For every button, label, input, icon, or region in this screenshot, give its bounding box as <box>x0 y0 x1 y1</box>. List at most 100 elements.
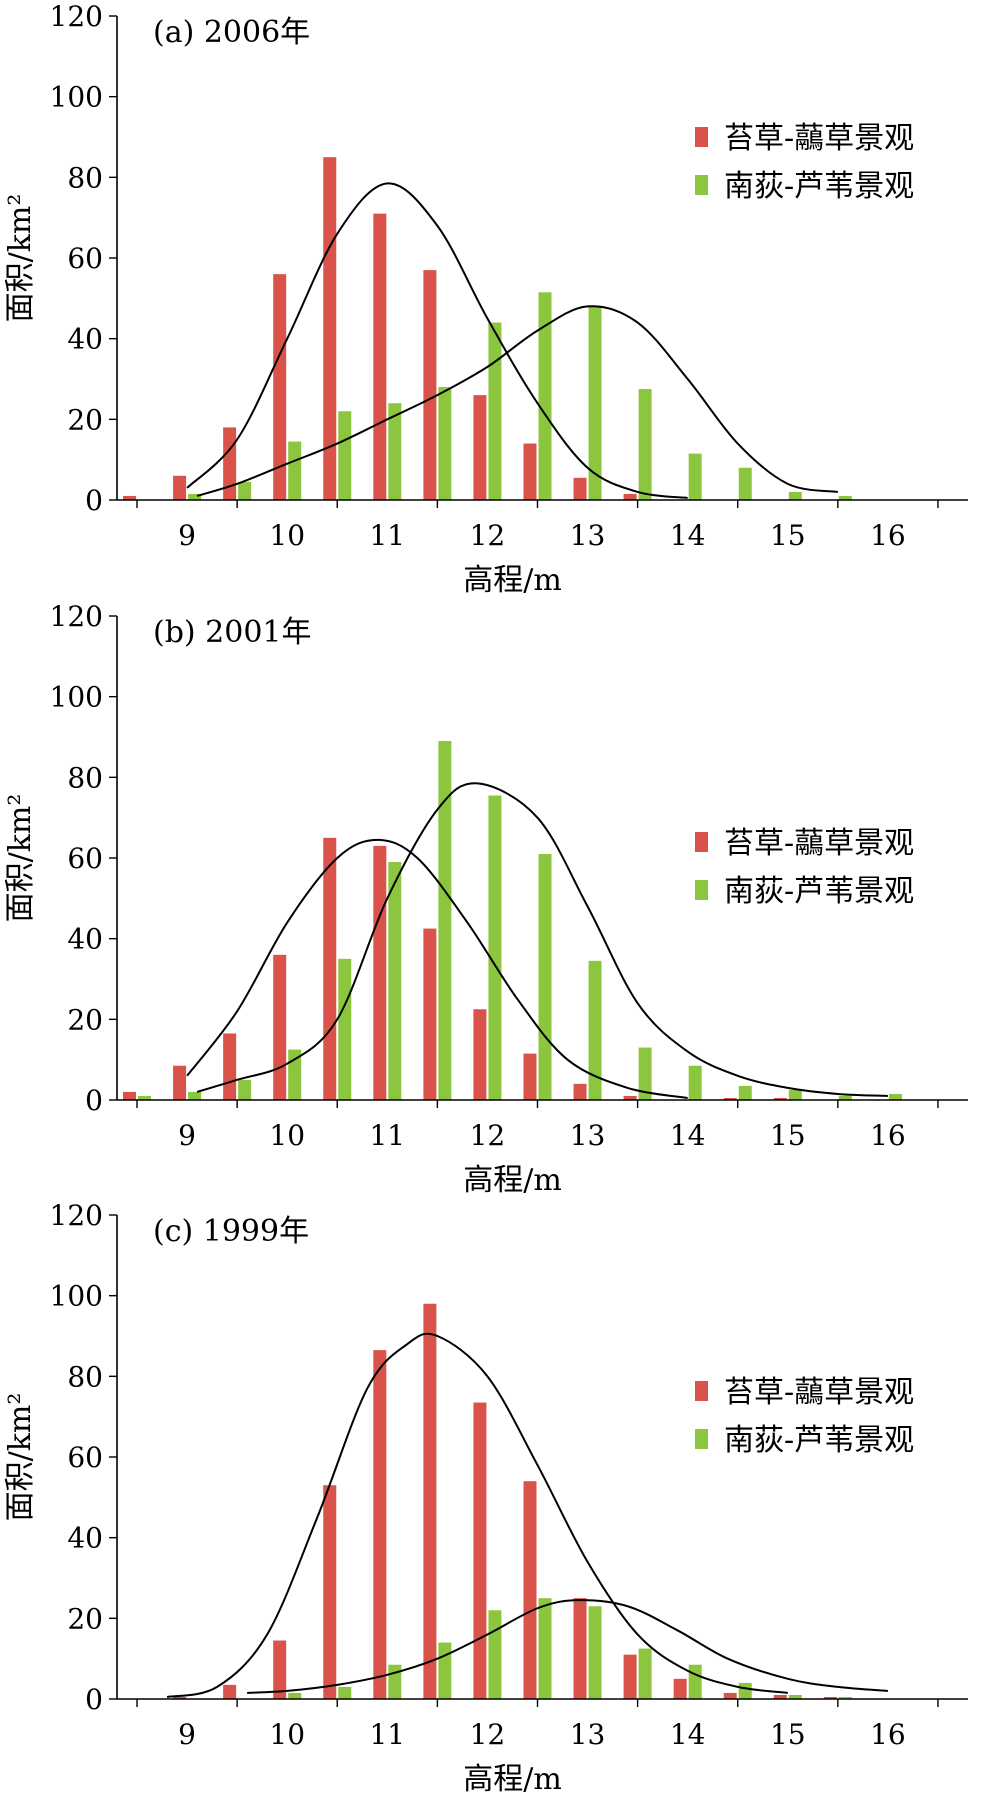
x-tick-label: 9 <box>178 1718 196 1751</box>
bar-green <box>838 1696 852 1699</box>
bar-red <box>223 1684 237 1699</box>
x-tick-label: 15 <box>770 1718 806 1751</box>
bar-red <box>523 443 537 500</box>
y-tick-label: 60 <box>67 242 103 275</box>
bar-green <box>638 389 652 500</box>
x-tick-label: 9 <box>178 1119 196 1152</box>
bar-green <box>238 481 252 500</box>
y-tick-label: 40 <box>67 1522 103 1555</box>
x-tick-label: 10 <box>269 519 305 552</box>
bar-green <box>488 322 502 500</box>
bar-green <box>688 1065 702 1100</box>
bar-green <box>188 1091 202 1100</box>
bar-green <box>188 493 202 500</box>
y-tick-label: 120 <box>50 0 103 33</box>
bar-red <box>323 1485 337 1699</box>
legend-label: 苔草-虉草景观 <box>724 1375 914 1410</box>
bar-green <box>338 958 352 1100</box>
chart-svg: 0 20 40 60 80 100 120 9 10 11 12 13 14 15 16 高程/m 面积/km²… <box>3 0 968 598</box>
x-tick-label: 11 <box>369 519 405 552</box>
x-tick-label: 14 <box>670 1119 706 1152</box>
x-tick-label: 13 <box>570 1718 606 1751</box>
bar-red <box>473 1009 487 1100</box>
bar-green <box>288 1692 302 1699</box>
y-axis-label: 面积/km² <box>3 794 38 923</box>
chart-panel-c: 0 20 40 60 80 100 120 9 10 11 12 13 14 15 16 高程/m 面积/km²… <box>0 1199 1000 1799</box>
y-tick-label: 0 <box>85 1683 103 1716</box>
bar-red <box>423 1303 437 1699</box>
y-tick-label: 20 <box>67 403 103 436</box>
bar-green <box>588 306 602 500</box>
y-tick-label: 60 <box>67 1441 103 1474</box>
bar-green <box>788 1089 802 1100</box>
bar-red <box>723 1097 737 1100</box>
bar-green <box>638 1047 652 1100</box>
x-tick-label: 13 <box>570 1119 606 1152</box>
bar-red <box>173 1696 187 1699</box>
bar-green <box>338 1686 352 1699</box>
legend-swatch <box>695 832 708 852</box>
bar-red <box>223 1033 237 1100</box>
y-tick-label: 60 <box>67 842 103 875</box>
panel-title: (a) 2006年 <box>153 15 310 50</box>
bar-green <box>438 387 452 500</box>
x-tick-label: 10 <box>269 1119 305 1152</box>
x-axis-label: 高程/m <box>463 1762 562 1797</box>
legend-swatch <box>695 175 708 195</box>
bar-red <box>273 954 287 1100</box>
legend-label: 南荻-芦苇景观 <box>724 874 914 909</box>
panel-title: (c) 1999年 <box>153 1214 309 1249</box>
fit-curve-green <box>196 305 839 497</box>
bar-green <box>238 1079 252 1100</box>
bar-red <box>773 1694 787 1699</box>
panel-title: (b) 2001年 <box>153 615 312 650</box>
y-tick-label: 0 <box>85 484 103 517</box>
fit-curve-green <box>196 782 888 1097</box>
bar-red <box>523 1481 537 1699</box>
x-tick-label: 15 <box>770 1119 806 1152</box>
legend-swatch <box>695 1429 708 1449</box>
bar-green <box>588 960 602 1100</box>
y-tick-label: 120 <box>50 600 103 633</box>
y-axis-label: 面积/km² <box>3 194 38 323</box>
bar-green <box>688 1664 702 1699</box>
legend-swatch <box>695 1381 708 1401</box>
y-tick-label: 20 <box>67 1602 103 1635</box>
bar-green <box>488 1610 502 1699</box>
y-tick-label: 20 <box>67 1003 103 1036</box>
bar-red <box>573 477 587 500</box>
legend-label: 苔草-虉草景观 <box>724 826 914 861</box>
bar-green <box>538 853 552 1100</box>
bar-red <box>423 928 437 1100</box>
y-tick-label: 80 <box>67 1360 103 1393</box>
chart-svg: 0 20 40 60 80 100 120 9 10 11 12 13 14 15 16 高程/m 面积/km²… <box>3 600 968 1198</box>
y-tick-label: 100 <box>50 681 103 714</box>
bar-green <box>588 1606 602 1699</box>
bar-green <box>488 795 502 1100</box>
x-tick-label: 13 <box>570 519 606 552</box>
bar-green <box>738 1682 752 1699</box>
bar-green <box>638 1648 652 1699</box>
bar-green <box>388 1664 402 1699</box>
bar-green <box>138 1095 152 1100</box>
bar-red <box>173 1065 187 1100</box>
chart-panel-a: 0 20 40 60 80 100 120 9 10 11 12 13 14 15 16 高程/m 面积/km²… <box>0 0 1000 600</box>
bar-red <box>173 475 187 500</box>
bar-green <box>288 441 302 500</box>
bar-green <box>438 1642 452 1699</box>
x-tick-label: 12 <box>470 1718 506 1751</box>
y-axis-label: 面积/km² <box>3 1393 38 1522</box>
y-tick-label: 100 <box>50 1280 103 1313</box>
chart-panel-b: 0 20 40 60 80 100 120 9 10 11 12 13 14 15 16 高程/m 面积/km²… <box>0 600 1000 1200</box>
y-tick-label: 0 <box>85 1084 103 1117</box>
y-tick-label: 80 <box>67 161 103 194</box>
bar-red <box>223 427 237 500</box>
y-tick-label: 100 <box>50 81 103 114</box>
legend-swatch <box>695 127 708 147</box>
bar-red <box>573 1598 587 1699</box>
bar-red <box>373 1350 387 1699</box>
x-tick-label: 16 <box>870 1718 906 1751</box>
bar-red <box>273 1640 287 1699</box>
bar-green <box>788 491 802 500</box>
bar-green <box>388 862 402 1100</box>
